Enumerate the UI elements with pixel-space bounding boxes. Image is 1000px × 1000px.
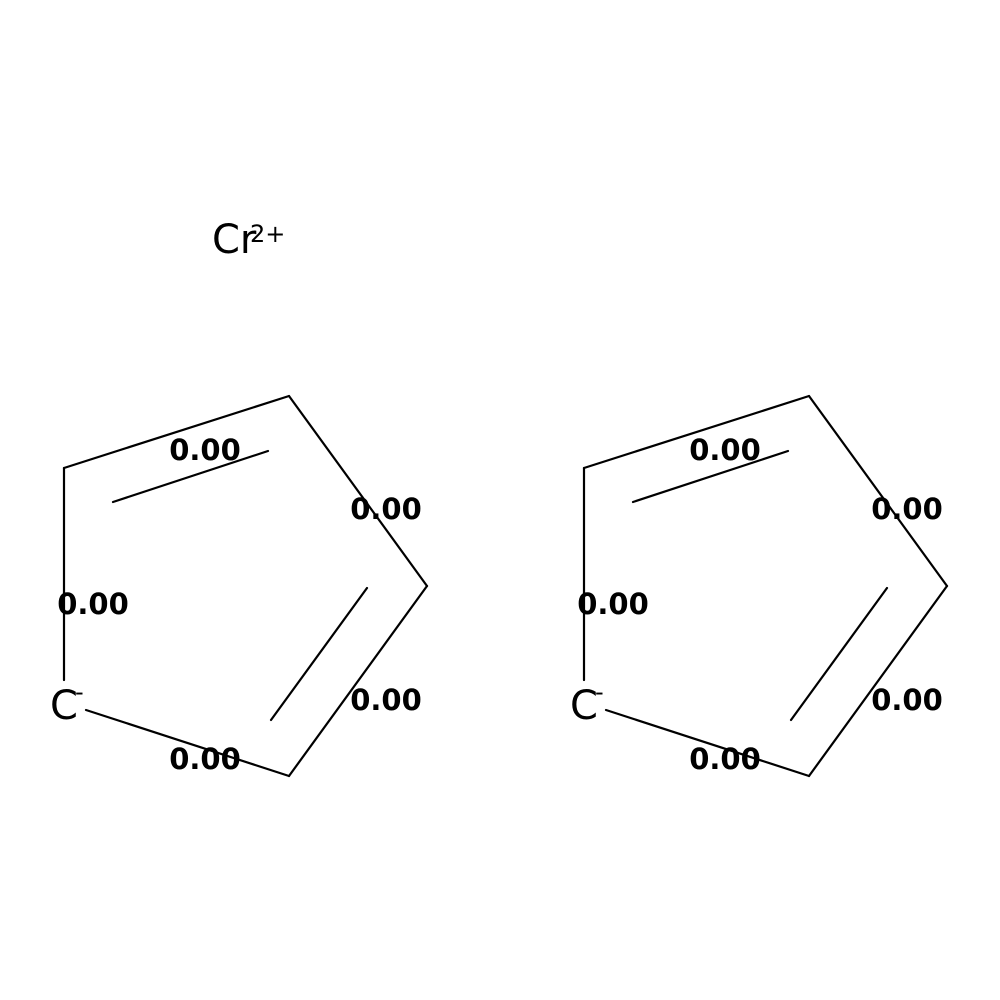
carbanion-symbol-right: C (570, 683, 598, 729)
bond-label-left-upper-right: 0.00 (350, 492, 422, 526)
chromium-charge: 2+ (250, 220, 285, 248)
bond-left-upper-right (287, 394, 429, 588)
cyclopentadienyl-ring-left: C - 0.00 0.00 0.00 0.00 0.00 (50, 394, 429, 778)
cyclopentadienyl-ring-right: C - 0.00 0.00 0.00 0.00 0.00 (570, 394, 949, 778)
bond-label-right-top: 0.00 (689, 433, 761, 467)
bond-right-top (582, 394, 811, 470)
bond-left-top (62, 394, 291, 470)
bond-label-left-bottom: 0.00 (169, 742, 241, 776)
bond-right-upper-right (807, 394, 949, 588)
bond-left-lower-right-inner (269, 586, 369, 722)
bond-right-top-inner (631, 449, 790, 504)
bond-label-left-lower-right: 0.00 (350, 683, 422, 717)
carbanion-charge-left: - (75, 678, 84, 706)
carbanion-charge-right: - (595, 678, 604, 706)
bond-right-lower-right-inner (789, 586, 889, 722)
bond-label-right-lower-right: 0.00 (871, 683, 943, 717)
bond-left-bottom (84, 708, 291, 778)
bond-right-bottom (604, 708, 811, 778)
chromium-symbol: Cr (212, 217, 257, 263)
bond-label-right-upper-right: 0.00 (871, 492, 943, 526)
bond-right-lower-right (807, 584, 949, 778)
carbanion-symbol-left: C (50, 683, 78, 729)
bond-left-top-inner (111, 449, 270, 504)
bond-label-left-side: 0.00 (57, 587, 129, 621)
bond-label-left-top: 0.00 (169, 433, 241, 467)
bond-left-lower-right (287, 584, 429, 778)
bond-label-right-bottom: 0.00 (689, 742, 761, 776)
bond-label-right-side: 0.00 (577, 587, 649, 621)
chromium-ion: Cr 2+ (212, 217, 285, 263)
